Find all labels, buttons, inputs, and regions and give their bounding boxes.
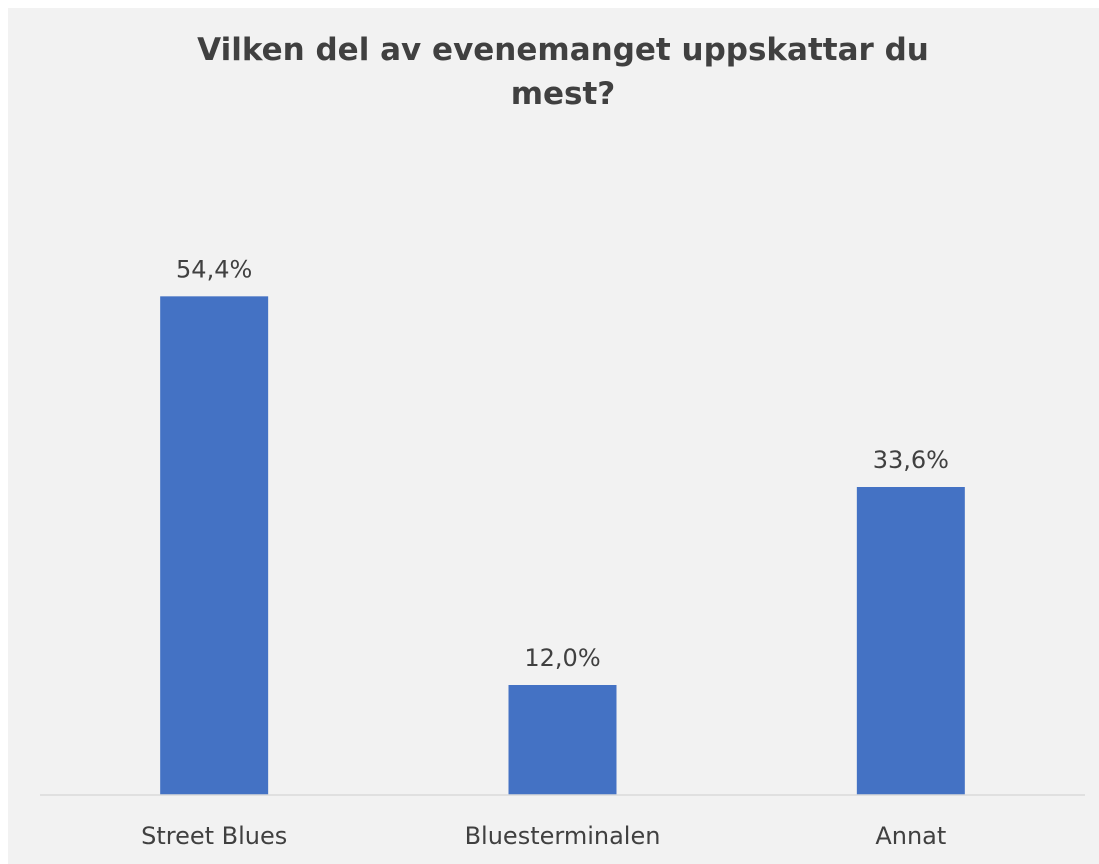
data-label: 54,4%	[176, 255, 252, 283]
bar	[160, 296, 269, 795]
data-label: 12,0%	[524, 644, 600, 672]
chart-title: Vilken del av evenemanget uppskattar du …	[197, 32, 929, 112]
bar	[856, 487, 965, 795]
x-tick-label: Street Blues	[141, 822, 287, 850]
bar	[508, 685, 617, 795]
x-tick-label: Bluesterminalen	[465, 822, 661, 850]
x-tick-label: Annat	[875, 822, 946, 850]
data-label: 33,6%	[873, 446, 949, 474]
